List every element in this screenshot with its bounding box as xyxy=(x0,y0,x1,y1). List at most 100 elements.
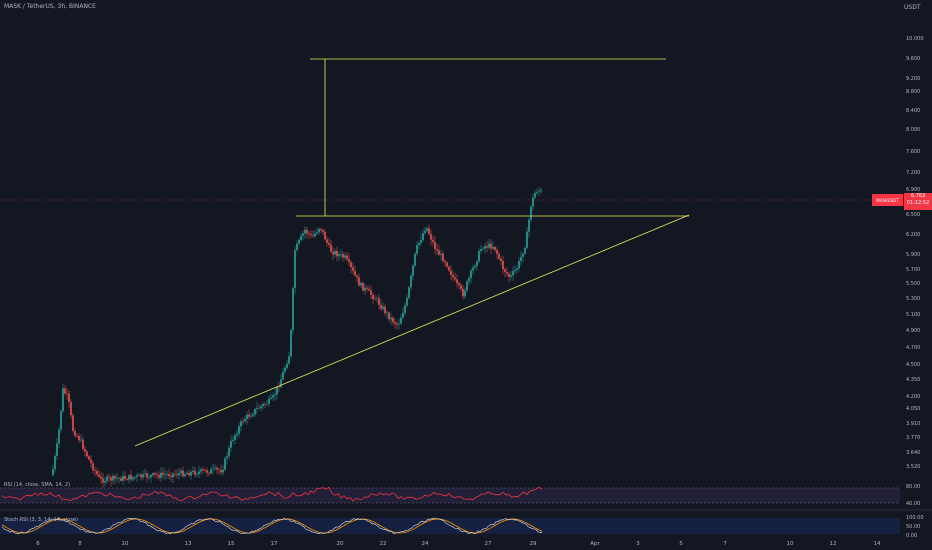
time-axis-label[interactable]: 5 xyxy=(679,541,683,547)
time-axis-label[interactable]: 22 xyxy=(379,541,387,547)
time-axis-label[interactable]: 10 xyxy=(786,541,794,547)
candle-body xyxy=(432,239,434,242)
candle-body xyxy=(168,474,170,477)
candle-body xyxy=(430,234,432,240)
drawing-tools[interactable] xyxy=(134,58,690,447)
candle-body xyxy=(52,469,54,475)
candle-body xyxy=(496,249,498,254)
price-axis-label: 4.500 xyxy=(906,362,921,368)
candle-body xyxy=(126,478,128,480)
candle-body xyxy=(100,476,102,479)
time-axis-label[interactable]: 12 xyxy=(829,541,837,547)
candle-body xyxy=(478,250,480,262)
candle-body xyxy=(434,241,436,250)
candle-body xyxy=(196,474,198,475)
candle-body xyxy=(404,305,406,313)
bar-countdown: 01:12:52 xyxy=(906,200,930,206)
candle-body xyxy=(374,298,376,300)
candle-body xyxy=(350,262,352,268)
time-axis-label[interactable]: 13 xyxy=(184,541,192,547)
candle-body xyxy=(152,473,154,475)
candle-body xyxy=(342,253,344,258)
candle-body xyxy=(408,287,410,298)
candle-body xyxy=(62,388,64,411)
candle-body xyxy=(144,473,146,475)
candle-body xyxy=(104,481,106,483)
time-axis-label[interactable]: 27 xyxy=(484,541,492,547)
candle-body xyxy=(498,253,500,259)
symbol-title[interactable]: MASK / TetherUS, 3h, BINANCE xyxy=(4,3,96,10)
price-axis-label: 10.000 xyxy=(906,36,924,42)
rsi-title[interactable]: RSI (14, close, SMA, 14, 2) xyxy=(4,482,71,488)
stoch-level-0: 0.00 xyxy=(906,533,918,539)
candle-body xyxy=(308,233,310,235)
candle-body xyxy=(132,477,134,480)
candle-body xyxy=(372,294,374,299)
candle-body xyxy=(74,431,76,436)
time-axis-label[interactable]: 14 xyxy=(873,541,881,547)
time-axis-label[interactable]: Apr xyxy=(590,541,600,547)
candle-body xyxy=(390,317,392,320)
candle-body xyxy=(454,277,456,280)
price-axis-label: 3.770 xyxy=(906,435,921,441)
candle-body xyxy=(106,476,108,482)
candle-body xyxy=(92,463,94,471)
time-axis-label[interactable]: 10 xyxy=(121,541,129,547)
candle-body xyxy=(452,275,454,278)
rsi-band xyxy=(0,488,900,503)
candle-body xyxy=(130,475,132,480)
candle-body xyxy=(176,474,178,476)
candle-body xyxy=(500,258,502,261)
candle-body xyxy=(422,233,424,241)
candle-body xyxy=(364,287,366,291)
candle-body xyxy=(512,271,514,276)
time-axis-label[interactable]: 24 xyxy=(421,541,429,547)
time-axis-label[interactable]: 29 xyxy=(529,541,537,547)
candle-body xyxy=(378,298,380,305)
candle-body xyxy=(116,478,118,479)
candle-body xyxy=(70,402,72,416)
candle-body xyxy=(224,458,226,470)
candlestick-series xyxy=(52,186,542,488)
stoch-title[interactable]: Stoch RSI (3, 3, 14, 14, close) xyxy=(4,517,78,523)
candle-body xyxy=(218,469,220,471)
candle-body xyxy=(262,403,264,407)
ascending-trendline[interactable] xyxy=(134,214,690,447)
candle-body xyxy=(440,253,442,255)
price-axis-label: 3.910 xyxy=(906,421,921,427)
candle-body xyxy=(410,275,412,288)
candle-body xyxy=(146,473,148,478)
candle-body xyxy=(530,206,532,220)
candle-body xyxy=(362,282,364,291)
time-axis-label[interactable]: 6 xyxy=(36,541,40,547)
time-axis-label[interactable]: 8 xyxy=(78,541,82,547)
candle-body xyxy=(212,468,214,470)
candle-body xyxy=(322,229,324,232)
candle-body xyxy=(388,312,390,320)
candle-body xyxy=(208,472,210,474)
time-axis-label[interactable]: 3 xyxy=(636,541,640,547)
candle-body xyxy=(184,474,186,477)
time-axis-label[interactable]: 7 xyxy=(723,541,727,547)
candle-body xyxy=(356,275,358,278)
time-axis-label[interactable]: 17 xyxy=(270,541,278,547)
candle-body xyxy=(474,265,476,268)
candle-body xyxy=(312,235,314,237)
candle-body xyxy=(402,312,404,318)
candle-body xyxy=(210,469,212,474)
candle-body xyxy=(482,248,484,250)
symbol-price-badge: MASKUSDT xyxy=(872,194,903,206)
candle-body xyxy=(188,473,190,476)
candle-body xyxy=(202,469,204,471)
candle-body xyxy=(122,476,124,481)
candle-body xyxy=(250,415,252,417)
candle-body xyxy=(160,472,162,478)
candle-body xyxy=(484,246,486,249)
candle-body xyxy=(66,393,68,395)
time-axis-label[interactable]: 20 xyxy=(336,541,344,547)
candle-body xyxy=(284,367,286,372)
candle-body xyxy=(320,228,322,230)
candle-body xyxy=(436,249,438,251)
time-axis-label[interactable]: 15 xyxy=(227,541,235,547)
